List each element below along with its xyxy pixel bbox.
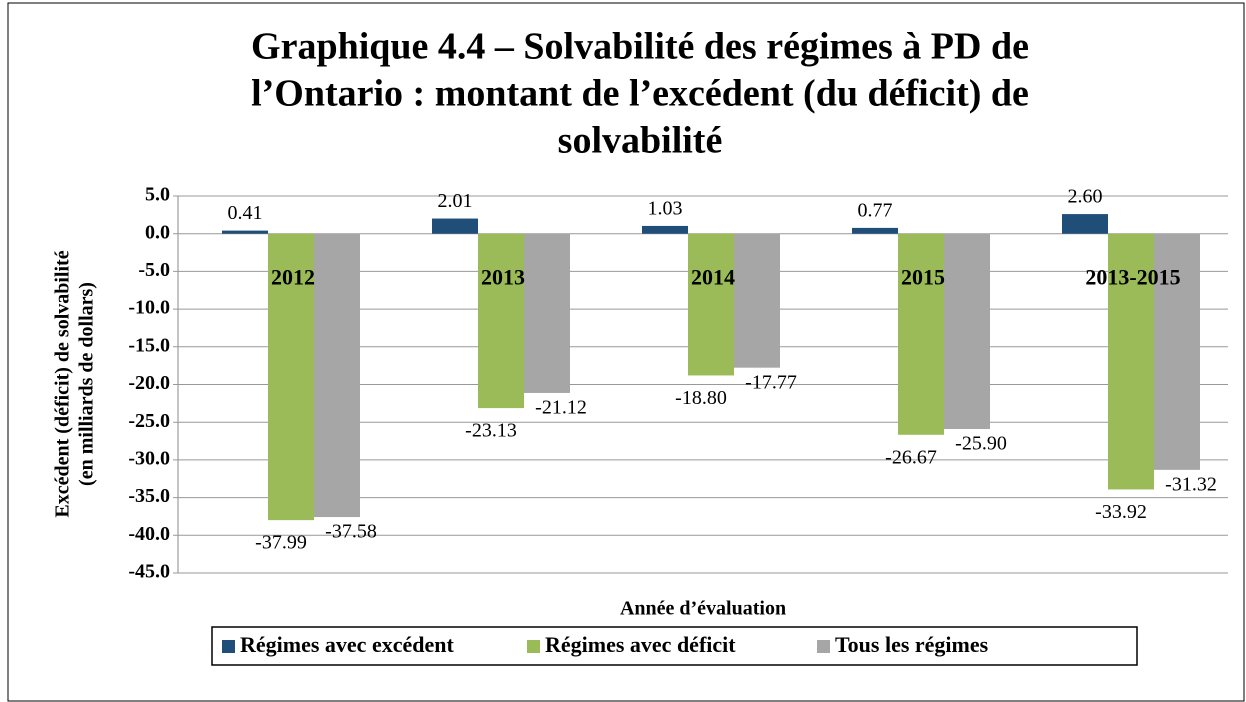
legend-box [211,626,1138,666]
bar [898,233,944,435]
y-tick-label: -35.0 [128,485,170,507]
y-tick-label: -45.0 [128,561,170,583]
y-tick-label: -20.0 [128,372,170,394]
x-axis-label: Année d’évaluation [620,598,786,620]
bar [642,225,688,234]
y-axis-label: Excédent (déficit) de solvabilité [52,250,74,517]
data-label: 0.41 [228,202,263,224]
bar [734,233,780,368]
frame [7,2,1245,702]
chart-title: Graphique 4.4 – Solvabilité des régimes … [251,26,1029,68]
legend-label: Régimes avec excédent [240,632,454,657]
data-label: 1.03 [648,198,683,220]
data-label: -26.67 [885,446,937,468]
bar [688,233,734,376]
data-label: 0.77 [858,199,893,221]
bar [1062,214,1108,234]
data-label: -37.99 [255,532,307,554]
bar [268,233,314,521]
legend-swatch [527,640,540,653]
data-label: -31.32 [1165,473,1217,495]
y-tick-label: -5.0 [138,259,170,281]
bar [1154,233,1200,470]
bar [944,233,990,429]
bar [1108,233,1154,490]
data-label: -21.12 [535,397,587,419]
y-tick-label: 0.0 [145,221,170,243]
data-label: 2.60 [1068,186,1103,208]
bar [314,233,360,518]
data-label: 2.01 [438,190,473,212]
data-label: -37.58 [325,521,377,543]
data-label: -18.80 [675,387,727,409]
y-tick-label: -25.0 [128,410,170,432]
x-tick-label: 2013-2015 [1085,264,1180,289]
data-label: -23.13 [465,420,517,442]
chart-title: solvabilité [558,120,723,162]
x-tick-label: 2013 [481,264,525,289]
legend-swatch [817,640,830,653]
y-tick-label: 5.0 [145,184,170,206]
legend-label: Régimes avec déficit [545,632,736,657]
legend-label: Tous les régimes [835,632,989,657]
x-tick-label: 2012 [271,264,315,289]
data-label: -25.90 [955,433,1007,455]
y-tick-label: -30.0 [128,447,170,469]
chart-title: l’Ontario : montant de l’excédent (du dé… [251,73,1029,115]
data-label: -17.77 [745,371,797,393]
y-tick-label: -15.0 [128,334,170,356]
data-label: -33.92 [1095,501,1147,523]
bar [222,230,268,234]
legend-swatch [222,640,235,653]
x-tick-label: 2014 [691,264,735,289]
bar [432,218,478,234]
bar [478,233,524,409]
bar [852,227,898,234]
x-tick-label: 2015 [901,264,945,289]
bar [524,233,570,393]
y-tick-label: -10.0 [128,297,170,319]
y-tick-label: -40.0 [128,523,170,545]
y-axis-label: (en milliards de dollars) [76,282,98,486]
